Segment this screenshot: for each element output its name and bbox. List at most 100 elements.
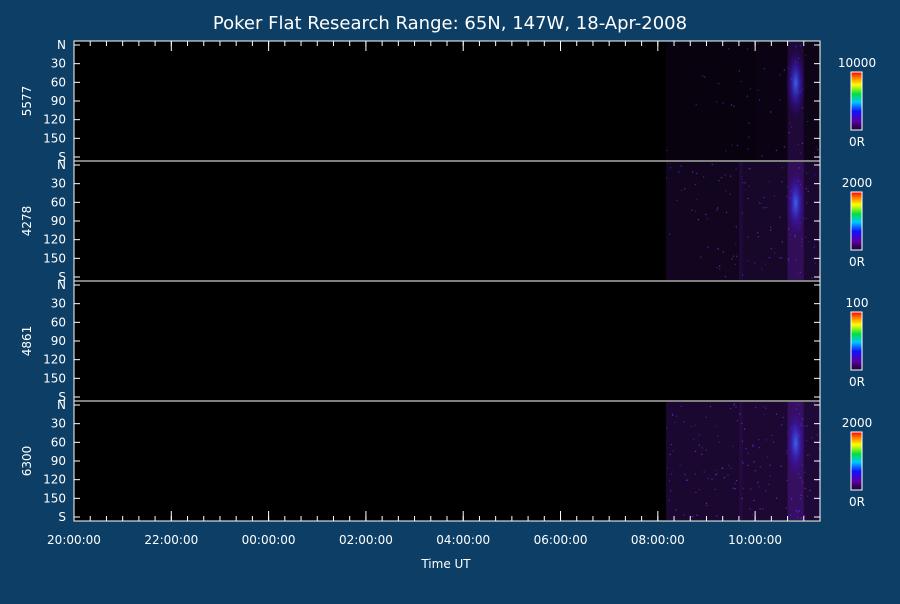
intensity-speckle — [680, 405, 682, 407]
y-tick-label: 150 — [43, 371, 66, 385]
y-tick-label: N — [57, 158, 66, 172]
intensity-speckle — [805, 217, 808, 220]
intensity-speckle — [788, 260, 790, 262]
intensity-speckle — [732, 255, 734, 257]
intensity-speckle — [819, 91, 822, 93]
y-tick-label: 30 — [51, 57, 66, 71]
intensity-speckle — [716, 515, 718, 517]
intensity-speckle — [722, 467, 724, 469]
intensity-speckle — [715, 474, 717, 476]
intensity-speckle — [779, 216, 781, 218]
activity-band — [742, 402, 788, 520]
intensity-speckle — [752, 445, 754, 447]
intensity-speckle — [735, 406, 737, 408]
intensity-speckle — [727, 474, 729, 476]
x-tick-label: 10:00:00 — [728, 533, 782, 547]
intensity-speckle — [763, 413, 765, 415]
intensity-speckle — [715, 425, 717, 427]
intensity-speckle — [692, 171, 694, 173]
activity-band — [742, 162, 788, 280]
intensity-speckle — [775, 497, 778, 499]
x-tick-label: 08:00:00 — [631, 533, 685, 547]
y-tick-label: S — [58, 510, 66, 524]
intensity-speckle — [741, 461, 744, 463]
intensity-speckle — [741, 498, 743, 500]
intensity-speckle — [776, 413, 778, 415]
colorbar-min-label: 0R — [849, 495, 865, 509]
intensity-speckle — [770, 226, 772, 228]
intensity-speckle — [666, 177, 668, 179]
intensity-speckle — [783, 146, 786, 148]
y-tick-label: N — [57, 38, 66, 52]
intensity-speckle — [705, 502, 708, 504]
intensity-speckle — [811, 277, 813, 279]
y-tick-label: 60 — [51, 195, 66, 209]
intensity-speckle — [742, 463, 745, 465]
intensity-speckle — [779, 74, 782, 76]
intensity-speckle — [705, 449, 708, 451]
intensity-speckle — [725, 150, 727, 152]
intensity-speckle — [816, 434, 818, 436]
intensity-speckle — [754, 470, 756, 472]
intensity-speckle — [730, 467, 732, 469]
intensity-speckle — [668, 499, 670, 501]
intensity-speckle — [755, 406, 757, 409]
x-tick-label: 02:00:00 — [339, 533, 393, 547]
intensity-speckle — [757, 232, 759, 234]
intensity-speckle — [780, 424, 783, 426]
intensity-speckle — [717, 435, 719, 437]
intensity-speckle — [752, 513, 754, 516]
activity-band — [665, 162, 739, 280]
intensity-speckle — [800, 494, 802, 496]
intensity-speckle — [757, 89, 759, 91]
intensity-speckle — [703, 176, 705, 178]
intensity-speckle — [707, 246, 709, 248]
intensity-speckle — [804, 487, 806, 490]
intensity-speckle — [725, 211, 728, 213]
intensity-speckle — [803, 515, 806, 517]
intensity-speckle — [696, 514, 698, 516]
intensity-speckle — [715, 469, 717, 471]
intensity-speckle — [668, 480, 671, 482]
x-tick-label: 04:00:00 — [436, 533, 490, 547]
intensity-speckle — [788, 132, 790, 134]
intensity-speckle — [806, 202, 808, 204]
intensity-speckle — [698, 444, 700, 446]
intensity-speckle — [803, 170, 805, 172]
intensity-speckle — [680, 165, 682, 167]
intensity-speckle — [747, 236, 749, 238]
intensity-speckle — [704, 76, 706, 78]
intensity-speckle — [733, 105, 735, 107]
intensity-speckle — [721, 467, 723, 469]
intensity-speckle — [684, 188, 686, 190]
intensity-speckle — [806, 454, 809, 456]
intensity-speckle — [769, 464, 771, 466]
y-tick-label: 90 — [51, 94, 66, 108]
intensity-speckle — [748, 168, 750, 170]
panel-label: 4861 — [20, 326, 34, 357]
y-tick-label: 120 — [43, 473, 66, 487]
y-tick-label: 30 — [51, 177, 66, 191]
intensity-speckle — [696, 198, 698, 200]
intensity-speckle — [728, 464, 730, 467]
intensity-speckle — [674, 422, 676, 424]
intensity-speckle — [813, 402, 815, 404]
intensity-speckle — [797, 144, 800, 146]
intensity-speckle — [669, 167, 672, 169]
x-axis-label: Time UT — [420, 557, 471, 571]
intensity-speckle — [770, 229, 772, 231]
intensity-speckle — [732, 445, 734, 447]
intensity-speckle — [705, 416, 707, 418]
y-tick-label: 150 — [43, 251, 66, 265]
intensity-speckle — [805, 172, 807, 174]
intensity-speckle — [768, 180, 770, 183]
intensity-speckle — [703, 471, 705, 473]
intensity-speckle — [679, 463, 681, 466]
intensity-speckle — [808, 241, 810, 243]
intensity-speckle — [753, 461, 755, 463]
intensity-speckle — [719, 265, 721, 267]
intensity-speckle — [747, 148, 749, 150]
intensity-speckle — [765, 439, 767, 441]
